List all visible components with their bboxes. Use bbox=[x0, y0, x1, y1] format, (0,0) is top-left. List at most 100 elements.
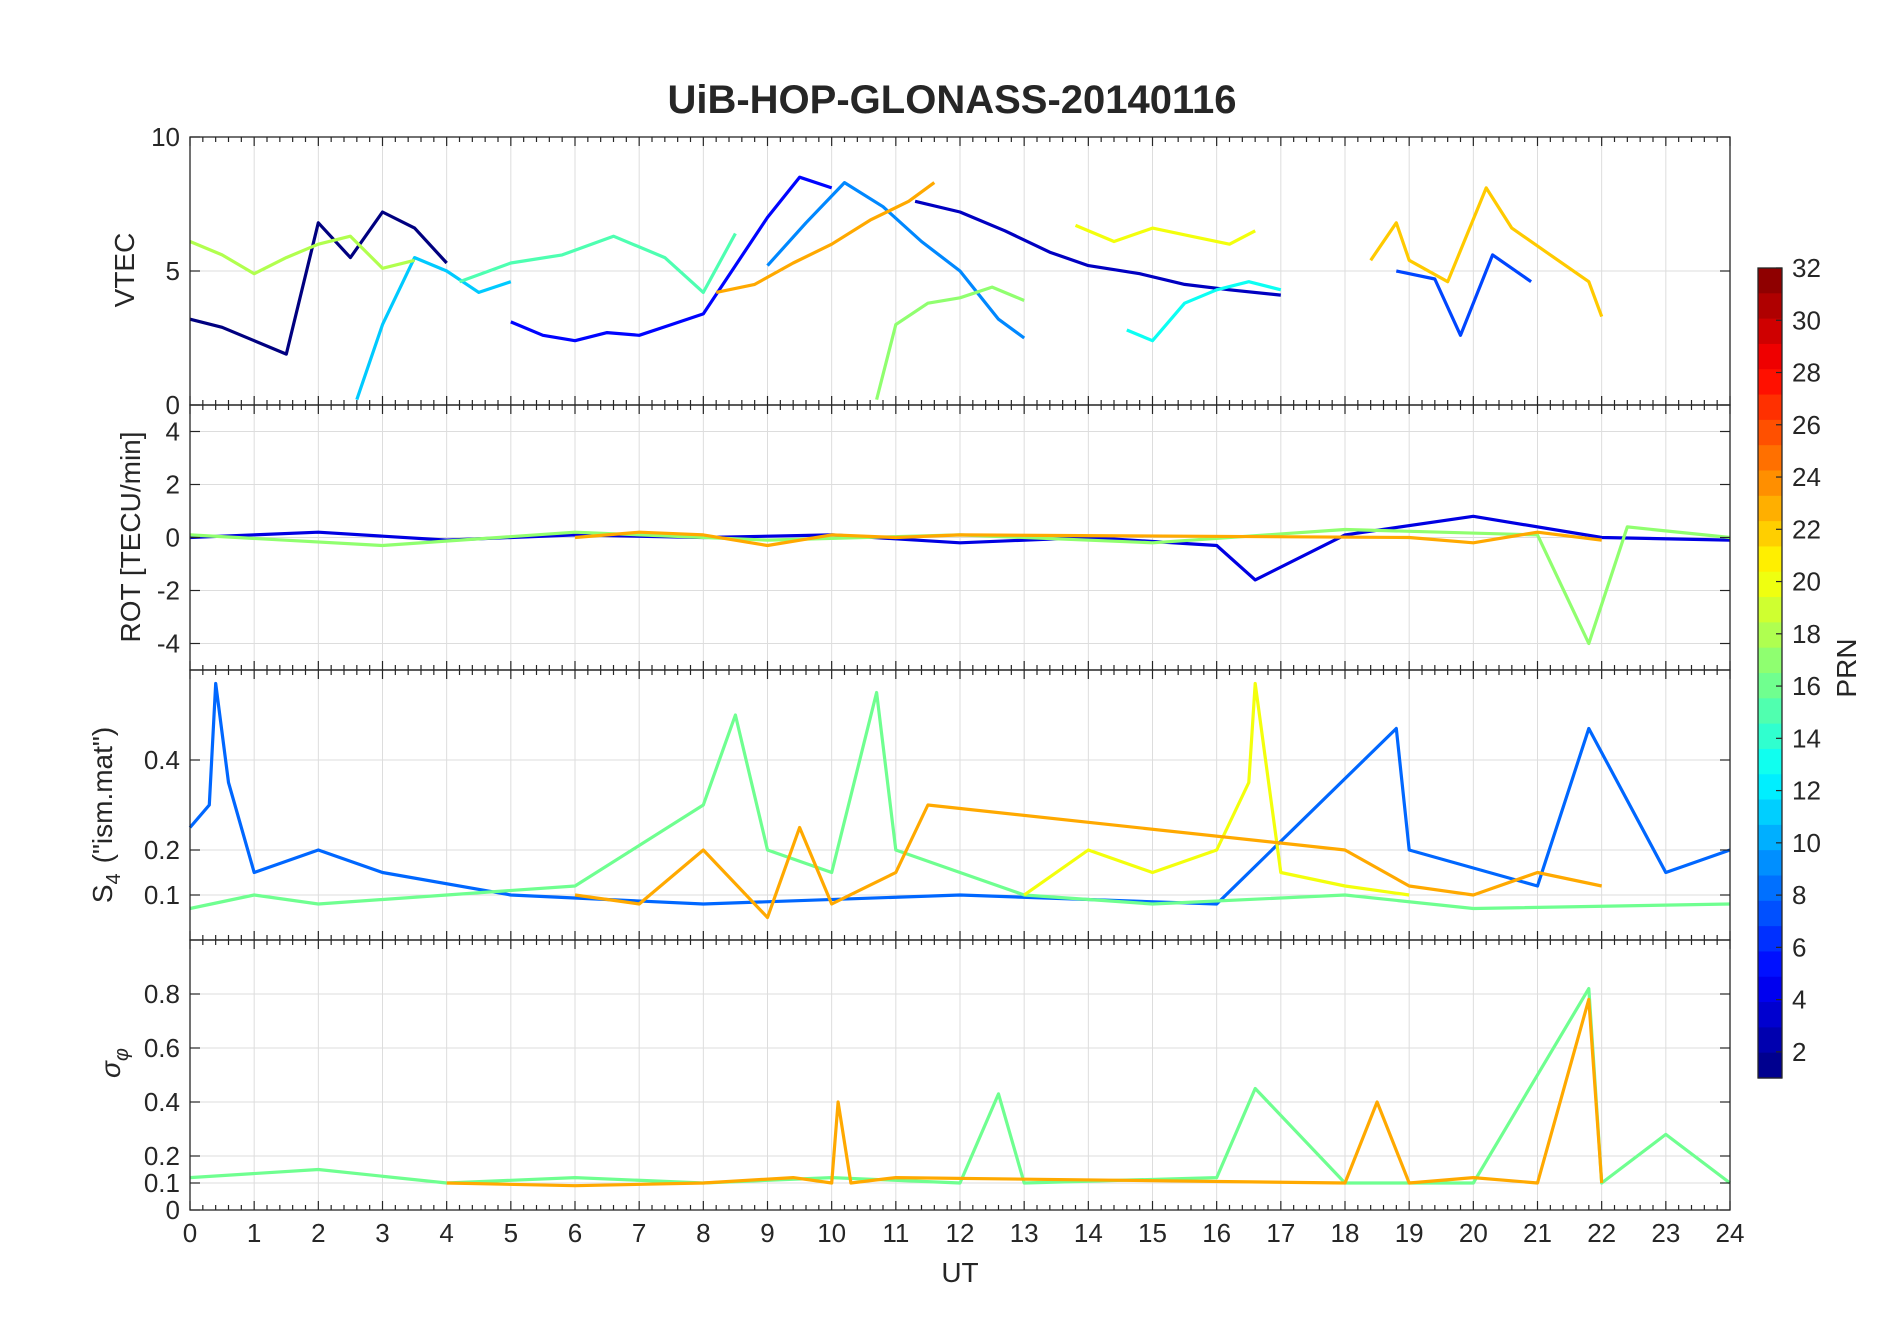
y-tick-label: 10 bbox=[151, 122, 180, 152]
x-axis-label: UT bbox=[941, 1257, 978, 1288]
colorbar-swatch bbox=[1758, 976, 1782, 1003]
y-tick-label: 0 bbox=[166, 523, 180, 553]
series-line-prn-9 bbox=[766, 181, 1026, 340]
y-tick-label: 4 bbox=[166, 417, 180, 447]
sigma-phi-axis-label: σφ bbox=[95, 1048, 133, 1078]
y-tick-label: 0.4 bbox=[144, 1087, 180, 1117]
x-tick-label: 21 bbox=[1523, 1218, 1552, 1248]
y-tick-label: -4 bbox=[157, 629, 180, 659]
y-tick-label: -2 bbox=[157, 576, 180, 606]
s4-label-rest: ("ism.mat") bbox=[87, 727, 118, 864]
x-tick-label: 22 bbox=[1587, 1218, 1616, 1248]
x-tick-label: 23 bbox=[1651, 1218, 1680, 1248]
colorbar-swatch bbox=[1758, 495, 1782, 522]
colorbar-swatch bbox=[1758, 369, 1782, 396]
x-tick-label: 17 bbox=[1266, 1218, 1295, 1248]
colorbar-swatch bbox=[1758, 546, 1782, 573]
colorbar-swatch bbox=[1758, 698, 1782, 725]
x-tick-label: 18 bbox=[1331, 1218, 1360, 1248]
colorbar-frame bbox=[1757, 267, 1783, 1079]
colorbar-tick-label: 4 bbox=[1792, 985, 1806, 1015]
x-tick-label: 24 bbox=[1716, 1218, 1745, 1248]
colorbar-swatch bbox=[1758, 318, 1782, 345]
colorbar-swatch bbox=[1758, 900, 1782, 927]
x-tick-label: 6 bbox=[568, 1218, 582, 1248]
colorbar-swatch bbox=[1758, 951, 1782, 978]
colorbar-swatch bbox=[1758, 343, 1782, 370]
x-tick-label: 13 bbox=[1010, 1218, 1039, 1248]
colorbar-tick-label: 24 bbox=[1792, 462, 1821, 492]
x-tick-label: 3 bbox=[375, 1218, 389, 1248]
rot-axis-label: ROT [TECU/min] bbox=[115, 431, 146, 642]
rot-panel: -4 -2 0 2 4 bbox=[157, 404, 1731, 671]
x-tick-label: 8 bbox=[696, 1218, 710, 1248]
series-line-prn-3 bbox=[914, 199, 1281, 297]
x-tick-label: 9 bbox=[760, 1218, 774, 1248]
colorbar-swatch bbox=[1758, 926, 1782, 953]
colorbar-swatch bbox=[1758, 1027, 1782, 1054]
y-tick-label: 0.1 bbox=[144, 880, 180, 910]
colorbar-swatch bbox=[1758, 597, 1782, 623]
colorbar-tick-label: 26 bbox=[1792, 410, 1821, 440]
series-line-prn-15 bbox=[458, 232, 737, 294]
colorbar-tick-label: 32 bbox=[1792, 253, 1821, 283]
colorbar-tick-label: 12 bbox=[1792, 776, 1821, 806]
series-line-prn-23 bbox=[446, 997, 1604, 1188]
colorbar-swatch bbox=[1758, 1052, 1782, 1079]
s4-label-subscript: 4 bbox=[103, 873, 125, 884]
x-tick-label: 0 bbox=[183, 1218, 197, 1248]
x-tick-label: 12 bbox=[946, 1218, 975, 1248]
y-tick-label: 0.4 bbox=[144, 745, 180, 775]
x-tick-label: 14 bbox=[1074, 1218, 1103, 1248]
y-tick-label: 0.1 bbox=[144, 1168, 180, 1198]
vtec-axis-label: VTEC bbox=[109, 233, 140, 308]
x-tick-label: 15 bbox=[1138, 1218, 1167, 1248]
colorbar-tick-label: 6 bbox=[1792, 932, 1806, 962]
series-line-prn-1 bbox=[189, 210, 448, 356]
colorbar-tick-label: 10 bbox=[1792, 828, 1821, 858]
colorbar-tick-label: 18 bbox=[1792, 619, 1821, 649]
colorbar-swatch bbox=[1758, 1002, 1782, 1028]
colorbar-swatch bbox=[1758, 394, 1782, 421]
sigma-phi-panel: 00.10.20.40.60.80 1 2 3 4 5 6 7 8 9 10 11 12 13 14 15 16… bbox=[144, 939, 1745, 1248]
colorbar-label: PRN bbox=[1831, 638, 1862, 697]
colorbar-tick-label: 16 bbox=[1792, 671, 1821, 701]
colorbar-swatch bbox=[1758, 799, 1782, 826]
x-tick-label: 5 bbox=[504, 1218, 518, 1248]
series-line-prn-13 bbox=[1126, 280, 1282, 343]
colorbar-swatch bbox=[1758, 875, 1782, 902]
colorbar-swatch bbox=[1758, 723, 1782, 750]
y-tick-label: 0 bbox=[166, 1195, 180, 1225]
sigma-label-subscript: φ bbox=[111, 1048, 133, 1061]
colorbar-swatch bbox=[1758, 774, 1782, 801]
x-tick-label: 16 bbox=[1202, 1218, 1231, 1248]
series-line-prn-11 bbox=[355, 256, 512, 401]
x-tick-label: 4 bbox=[439, 1218, 453, 1248]
colorbar-tick-label: 14 bbox=[1792, 723, 1821, 753]
colorbar-swatch bbox=[1758, 419, 1782, 446]
colorbar-tick-label: 20 bbox=[1792, 567, 1821, 597]
colorbar-swatch bbox=[1758, 521, 1782, 548]
series-line-prn-20 bbox=[1023, 681, 1410, 897]
x-tick-label: 20 bbox=[1459, 1218, 1488, 1248]
s4-label-main: S bbox=[87, 884, 118, 903]
colorbar-tick-label: 30 bbox=[1792, 305, 1821, 335]
y-tick-label: 0.8 bbox=[144, 979, 180, 1009]
x-tick-label: 2 bbox=[311, 1218, 325, 1248]
series-line-prn-23 bbox=[574, 803, 1603, 920]
series-line-prn-20 bbox=[1074, 223, 1256, 246]
colorbar-swatch bbox=[1758, 445, 1782, 472]
colorbar-swatch bbox=[1758, 748, 1782, 775]
series-line-prn-16 bbox=[189, 690, 1731, 911]
sigma-label-main: σ bbox=[95, 1060, 126, 1078]
chart-title: UiB-HOP-GLONASS-20140116 bbox=[667, 78, 1236, 122]
s4-axis-label: S4 ("ism.mat") bbox=[87, 727, 125, 903]
x-tick-label: 11 bbox=[882, 1218, 909, 1248]
colorbar-tick-label: 28 bbox=[1792, 358, 1821, 388]
y-tick-label: 5 bbox=[166, 256, 180, 286]
x-tick-label: 10 bbox=[817, 1218, 846, 1248]
y-tick-label: 0.6 bbox=[144, 1033, 180, 1063]
colorbar-swatch bbox=[1758, 571, 1782, 598]
